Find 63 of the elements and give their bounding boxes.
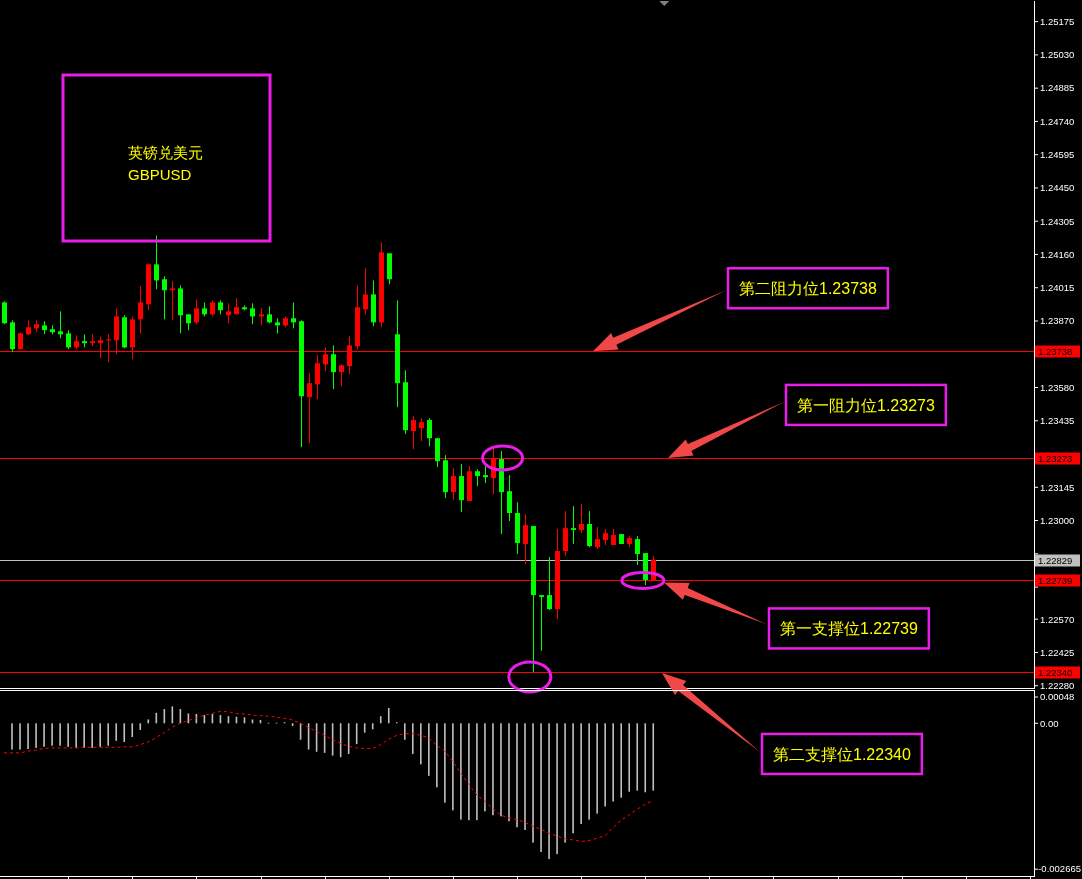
y-tick-label: 1.24450 (1040, 182, 1075, 194)
y-tick-label: -0.002665 (1038, 863, 1081, 875)
y-tick-label: 1.22280 (1040, 680, 1075, 692)
candlestick (363, 267, 368, 315)
candlestick (411, 415, 416, 450)
ref-line-label: 1.22829 (1038, 554, 1073, 566)
line-series (3, 710, 654, 843)
y-tick-label: 1.24015 (1040, 282, 1075, 294)
ref-line-label: 1.22739 (1038, 574, 1073, 586)
y-tick-label: 1.24595 (1040, 149, 1075, 161)
candlestick (435, 437, 440, 468)
y-tick-label: 1.24740 (1040, 115, 1075, 127)
candlestick (331, 344, 336, 390)
ref-line-label: 1.23273 (1038, 452, 1073, 464)
y-tick-label: 1.22570 (1040, 613, 1075, 625)
candlestick (587, 510, 592, 548)
candlestick (307, 372, 312, 444)
y-tick-label: 1.23000 (1040, 514, 1075, 526)
y-tick-label: 1.24305 (1040, 215, 1075, 227)
candlestick (419, 417, 424, 442)
y-tick-label: 1.23145 (1040, 481, 1075, 493)
y-tick-label: 1.23580 (1040, 381, 1075, 393)
text: 英镑兑美元 (128, 144, 203, 161)
candlestick (507, 474, 512, 522)
y-tick-label: 1.24885 (1040, 82, 1075, 94)
candlestick (138, 285, 143, 334)
candlestick (226, 302, 231, 324)
y-tick-label: 1.24160 (1040, 248, 1075, 260)
candlestick (2, 300, 7, 325)
y-tick-label: 0.00 (1040, 717, 1059, 729)
candlestick (427, 417, 432, 447)
annotation: 第二阻力位1.23738 (739, 279, 877, 297)
candlestick (194, 298, 199, 325)
candlestick (315, 354, 320, 400)
candlestick (579, 503, 584, 534)
candlestick (523, 513, 528, 565)
candlestick (154, 234, 159, 290)
y-tick-label: 1.25030 (1040, 49, 1075, 61)
candlestick (571, 505, 576, 545)
annotation: 第一阻力位1.23273 (797, 396, 935, 414)
candlestick (635, 535, 640, 566)
annotation: 第一支撑位1.22739 (780, 620, 918, 638)
candlestick (250, 302, 255, 325)
candlestick (547, 556, 552, 611)
y-tick-label: 1.23870 (1040, 315, 1075, 327)
y-tick-label: 1.22425 (1040, 646, 1075, 658)
candlestick (539, 594, 544, 652)
candlestick (563, 510, 568, 557)
y-tick-label: 1.25175 (1040, 15, 1075, 27)
text: GBPUSD (128, 166, 192, 183)
candlestick (66, 329, 71, 350)
candlestick (595, 526, 600, 550)
ref-line-label: 1.23738 (1038, 345, 1073, 357)
candlestick (58, 310, 63, 339)
annotation: 第二支撑位1.22340 (773, 745, 911, 763)
candlestick (162, 275, 167, 320)
candlestick (339, 363, 344, 387)
candlestick (451, 467, 456, 501)
ref-line-label: 1.22340 (1038, 666, 1073, 678)
candlestick (170, 280, 175, 321)
candlestick (291, 301, 296, 329)
y-tick-label: 0.00048 (1040, 691, 1075, 703)
y-tick-label: 1.23435 (1040, 415, 1075, 427)
